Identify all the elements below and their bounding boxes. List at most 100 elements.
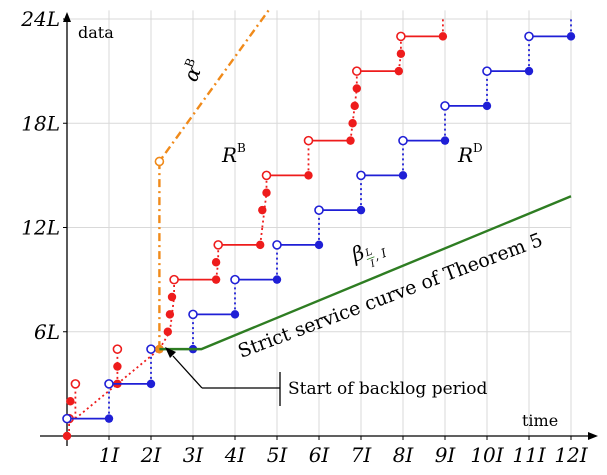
data-point-filled xyxy=(524,66,534,76)
beta-sub-rest: , I xyxy=(372,246,389,264)
data-point-filled xyxy=(356,205,366,215)
x-tick-label: 10I xyxy=(470,443,504,467)
series-jump xyxy=(74,383,118,420)
data-point-open xyxy=(230,274,240,285)
x-tick-label: 11I xyxy=(512,443,546,467)
data-point-filled xyxy=(211,275,221,284)
data-point-open xyxy=(213,240,223,250)
rb-label: R xyxy=(221,143,237,167)
x-tick-label: 2I xyxy=(140,443,163,467)
beta-sub-frac-bar xyxy=(366,256,375,260)
data-point-open xyxy=(70,379,81,389)
x-tick-label: 3I xyxy=(183,443,205,467)
series-group xyxy=(62,19,448,441)
rb-sup: B xyxy=(237,141,246,155)
x-tick-label: 9I xyxy=(435,443,457,467)
rd-label: R xyxy=(457,143,473,167)
series-line xyxy=(159,195,572,351)
data-point-open xyxy=(396,31,406,42)
data-point-filled xyxy=(304,171,313,180)
rd-sup: D xyxy=(473,141,483,155)
series-jump xyxy=(169,296,175,332)
series-group xyxy=(159,195,572,351)
data-point-filled xyxy=(348,119,357,128)
beta-sub-den: I xyxy=(368,258,378,270)
data-point-filled xyxy=(566,32,576,41)
data-point-open xyxy=(188,309,198,320)
data-point-open xyxy=(314,205,324,215)
data-point-filled xyxy=(230,310,240,319)
data-point-filled xyxy=(394,66,403,76)
data-point-filled xyxy=(346,136,355,145)
callout-line-diagonal xyxy=(172,355,203,389)
y-tick-label: 24L xyxy=(20,7,60,31)
beta-label: β xyxy=(347,240,367,267)
data-point-open xyxy=(104,379,114,389)
data-point-filled xyxy=(350,101,359,111)
data-point-filled xyxy=(104,414,114,423)
series-group xyxy=(154,9,270,354)
x-tick-label: 7I xyxy=(351,443,373,467)
callout-arrowhead xyxy=(165,347,176,358)
x-axis-arrow xyxy=(588,432,598,440)
data-point-open xyxy=(112,344,123,354)
start-backlog-label: Start of backlog period xyxy=(288,379,487,399)
data-point-filled xyxy=(396,49,406,58)
data-point-filled xyxy=(482,101,492,111)
data-point-filled xyxy=(256,240,265,250)
data-point-open xyxy=(169,274,179,285)
data-point-filled xyxy=(165,310,175,319)
service-curve-label: Strict service curve of Theorem 5 xyxy=(235,229,546,363)
data-point-open xyxy=(62,413,72,424)
data-point-open xyxy=(524,31,534,42)
series-jump xyxy=(116,348,160,385)
series-jump xyxy=(351,88,358,124)
series-jump xyxy=(261,192,268,228)
data-point-open xyxy=(303,135,314,146)
series xyxy=(62,9,576,441)
y-tick-label: 6L xyxy=(34,320,60,344)
data-point-open xyxy=(261,170,272,181)
x-tick-label: 1I xyxy=(99,443,121,467)
data-point-filled xyxy=(163,327,172,336)
x-axis-label: time xyxy=(522,411,558,430)
x-tick-label: 12I xyxy=(554,443,588,467)
data-point-open xyxy=(482,66,492,76)
x-tick-label: 6I xyxy=(309,443,331,467)
service-curve-label-group: Strict service curve of Theorem 5 xyxy=(235,229,546,363)
data-point-open xyxy=(272,240,282,250)
data-point-open xyxy=(440,101,450,111)
data-point-filled xyxy=(66,397,75,406)
data-point-filled xyxy=(352,84,361,93)
axes: time data xyxy=(40,12,598,446)
data-point-filled xyxy=(398,171,408,180)
x-tick-label: 4I xyxy=(224,443,247,467)
y-axis-label: data xyxy=(78,23,114,42)
data-point-filled xyxy=(167,292,177,302)
y-axis-arrow xyxy=(63,12,71,22)
beta-label-group: βLI, I xyxy=(347,240,389,270)
data-point-filled xyxy=(262,188,271,197)
ticks: 1I 2I 3I 4I 5I 6I 7I 8I 9I 10I 11I 12I 6L 12L 18L 24L xyxy=(20,7,589,467)
y-tick-label: 12L xyxy=(21,216,60,240)
data-point-filled xyxy=(211,258,221,267)
data-point-open xyxy=(154,156,165,167)
data-point-filled xyxy=(272,275,282,284)
data-point-filled xyxy=(314,240,324,250)
data-point-filled xyxy=(438,32,448,41)
y-tick-label: 18L xyxy=(21,111,60,135)
beta-sub-num: L xyxy=(363,246,374,259)
data-point-open xyxy=(398,135,408,146)
data-point-filled xyxy=(62,431,72,441)
data-point-open xyxy=(351,66,362,76)
data-point-filled xyxy=(113,362,122,371)
x-tick-label: 5I xyxy=(267,443,289,467)
data-point-filled xyxy=(146,379,156,389)
data-point-filled xyxy=(258,205,267,215)
data-point-filled xyxy=(440,136,450,145)
alpha-label-group: αB xyxy=(178,56,205,85)
data-point-open xyxy=(146,344,156,354)
data-point-open xyxy=(356,170,366,181)
x-tick-label: 8I xyxy=(393,443,415,467)
